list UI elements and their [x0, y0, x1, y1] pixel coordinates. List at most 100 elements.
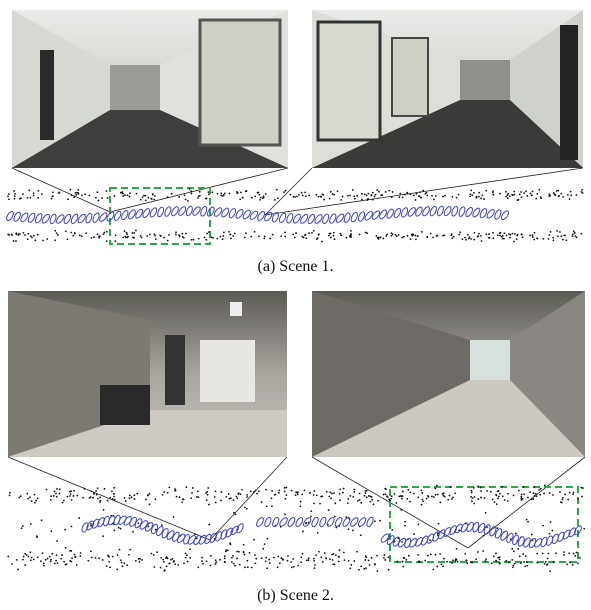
cloud-point — [572, 493, 574, 496]
cloud-point — [401, 236, 404, 239]
cloud-point — [334, 515, 336, 518]
cloud-point — [128, 195, 131, 198]
cloud-point — [131, 232, 134, 234]
cloud-point — [508, 561, 510, 564]
cloud-point — [161, 493, 164, 496]
camera-pose — [429, 205, 437, 217]
cloud-point — [263, 237, 266, 240]
cloud-point — [546, 557, 549, 560]
cloud-point — [122, 236, 125, 239]
cloud-point — [503, 237, 505, 240]
cloud-point — [431, 495, 433, 498]
cloud-point — [429, 539, 431, 541]
cloud-point — [367, 192, 370, 195]
cloud-point — [166, 491, 169, 494]
cloud-point — [49, 560, 52, 563]
cloud-point — [549, 521, 552, 523]
cloud-point — [434, 493, 437, 496]
camera-pose — [449, 525, 458, 535]
cloud-point — [330, 497, 332, 500]
cloud-point — [234, 564, 236, 567]
cloud-point — [351, 188, 354, 191]
cloud-point — [509, 233, 512, 236]
cloud-point — [505, 195, 507, 198]
cloud-point — [27, 555, 30, 558]
cloud-point — [538, 488, 541, 491]
cloud-point — [329, 491, 332, 494]
cloud-point — [427, 495, 430, 498]
cloud-point — [183, 194, 186, 197]
cloud-point — [507, 192, 510, 195]
cloud-point — [347, 498, 350, 500]
cloud-point — [501, 235, 504, 237]
cloud-point — [317, 550, 320, 553]
cloud-point — [154, 498, 157, 501]
cloud-point — [307, 559, 310, 562]
cloud-point — [244, 566, 246, 569]
camera-pose — [177, 533, 186, 543]
cloud-point — [570, 194, 573, 197]
cloud-point — [469, 561, 472, 563]
cloud-point — [457, 193, 460, 196]
cloud-point — [535, 495, 538, 498]
camera-pose — [350, 517, 359, 527]
camera-pose — [494, 209, 502, 220]
cloud-point — [542, 237, 545, 240]
cloud-point — [148, 492, 151, 495]
cloud-point — [159, 566, 162, 569]
cloud-point — [236, 190, 238, 193]
camera-pose — [379, 209, 387, 220]
cloud-point — [432, 568, 435, 571]
cloud-point — [314, 564, 316, 566]
cloud-point — [225, 495, 228, 498]
cloud-point — [555, 552, 558, 555]
cloud-point — [244, 190, 247, 193]
cloud-point — [280, 235, 283, 238]
cloud-point — [560, 235, 563, 238]
cloud-point — [520, 196, 523, 199]
cloud-point — [390, 196, 393, 199]
cloud-point — [541, 552, 544, 555]
cloud-point — [305, 559, 308, 562]
cloud-point — [177, 564, 180, 566]
cloud-point — [222, 235, 225, 237]
cloud-point — [439, 501, 442, 504]
cloud-point — [46, 557, 49, 560]
cloud-point — [297, 193, 300, 196]
cloud-point — [467, 237, 470, 240]
cloud-point — [384, 487, 387, 490]
cloud-point — [440, 563, 443, 566]
cloud-point — [289, 193, 292, 196]
cloud-point — [353, 488, 356, 491]
cloud-point — [118, 548, 121, 551]
cloud-point — [303, 489, 306, 492]
cloud-point — [230, 561, 233, 563]
cloud-point — [300, 556, 303, 559]
cloud-point — [15, 233, 18, 236]
cloud-point — [527, 520, 529, 523]
cloud-point — [111, 497, 114, 500]
cloud-point — [113, 486, 116, 489]
cloud-point — [195, 495, 198, 498]
cloud-point — [97, 199, 100, 202]
cloud-point — [242, 543, 245, 546]
cloud-point — [85, 232, 88, 235]
cloud-point — [369, 500, 372, 503]
cloud-point — [27, 232, 30, 235]
cloud-point — [26, 492, 29, 495]
camera-pose — [287, 517, 296, 527]
cloud-point — [113, 493, 115, 495]
cloud-point — [409, 193, 412, 196]
cloud-point — [286, 559, 289, 562]
cloud-point — [571, 563, 574, 566]
cloud-point — [322, 194, 325, 196]
cloud-point — [424, 559, 427, 562]
cloud-point — [384, 493, 387, 496]
cloud-point — [239, 493, 242, 496]
cloud-point — [29, 559, 32, 562]
cloud-point — [548, 532, 551, 535]
cloud-point — [33, 493, 36, 496]
cloud-point — [265, 505, 268, 508]
cloud-point — [512, 564, 515, 567]
cloud-point — [364, 492, 367, 495]
